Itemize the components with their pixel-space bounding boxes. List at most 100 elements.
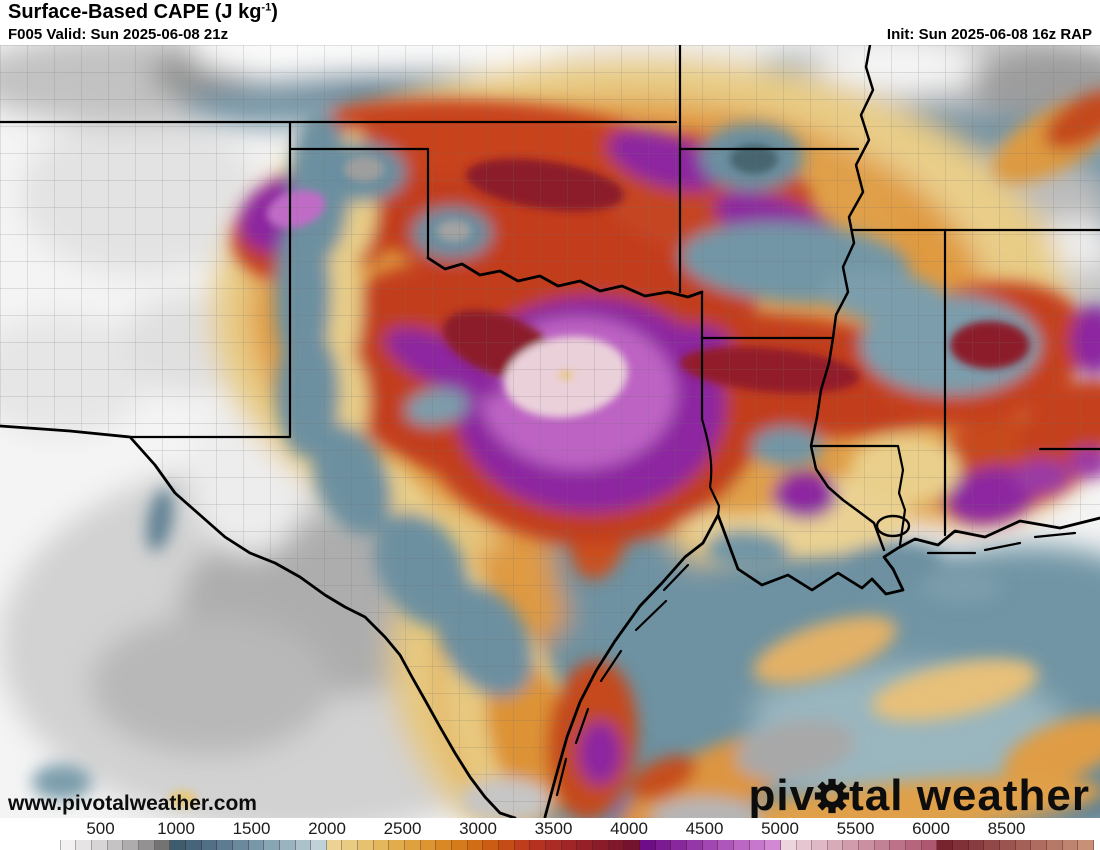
- colorbar-cell: [608, 840, 625, 850]
- colorbar-cell: [264, 840, 280, 850]
- colorbar-cell: [138, 840, 155, 850]
- colorbar-tick-label: 3000: [459, 819, 497, 838]
- colorbar-tick-label: 5500: [836, 819, 875, 838]
- colorbar-cell: [45, 840, 61, 850]
- colorbar-cell: [279, 840, 296, 850]
- colorbar-cell: [530, 840, 546, 850]
- gear-icon: [815, 774, 850, 818]
- colorbar-cell: [780, 840, 797, 850]
- colorbar-cell: [514, 840, 531, 850]
- logo-text-tal-weather: tal weather: [849, 771, 1090, 818]
- colorbar-cell: [874, 840, 891, 850]
- colorbar-cell: [483, 840, 500, 850]
- colorbar-tick-label: 500: [86, 819, 115, 838]
- colorbar-cell: [765, 840, 781, 850]
- rio-grande: [0, 424, 517, 818]
- colorbar-cell: [107, 840, 124, 850]
- colorbar-cell: [921, 840, 938, 850]
- pivotal-weather-logo: piv tal weather: [749, 774, 1090, 818]
- colorbar-tick-label: 1000: [157, 819, 195, 838]
- colorbar-cell: [1062, 840, 1079, 850]
- cape-map: www.pivotalweather.com piv: [0, 45, 1100, 818]
- cape-map-svg: [0, 45, 1100, 818]
- colorbar-cell: [436, 840, 453, 850]
- colorbar-tick-label: 3500: [534, 819, 573, 838]
- colorbar-cell: [827, 840, 844, 850]
- colorbar-cell: [170, 840, 186, 850]
- map-header: Surface-Based CAPE (J kg-1) F005 Valid: …: [0, 0, 1100, 45]
- colorbar-cell: [1078, 840, 1094, 850]
- colorbar-tick-label: 4000: [610, 819, 648, 838]
- colorbar-cell: [123, 840, 139, 850]
- colorbar-cell: [91, 840, 108, 850]
- units-superscript: -1: [261, 1, 272, 14]
- colorbar-cell: [452, 840, 468, 850]
- colorbar-cells: [45, 840, 1094, 850]
- colorbar-cell: [796, 840, 813, 850]
- colorbar-cell: [592, 840, 609, 850]
- colorbar-cell: [953, 840, 969, 850]
- colorbar-cell: [843, 840, 860, 850]
- colorbar-cell: [295, 840, 312, 850]
- colorbar-cell: [577, 840, 593, 850]
- colorbar-cell: [76, 840, 92, 850]
- mississippi-river: [809, 45, 886, 552]
- colorbar-cell: [342, 840, 359, 850]
- state-borders: [0, 45, 1100, 547]
- page-title: Surface-Based CAPE (J kg-1): [8, 1, 278, 23]
- logo-text-piv: piv: [748, 771, 816, 818]
- colorbar-cell: [984, 840, 1001, 850]
- colorbar-cell: [358, 840, 374, 850]
- colorbar-cell: [890, 840, 907, 850]
- colorbar-cell: [702, 840, 719, 850]
- colorbar-cell: [1000, 840, 1016, 850]
- red-river: [426, 256, 704, 299]
- colorbar-cell: [624, 840, 640, 850]
- colorbar-cell: [311, 840, 327, 850]
- colorbar-cell: [326, 840, 343, 850]
- colorbar-cell: [1015, 840, 1032, 850]
- colorbar-cell: [686, 840, 703, 850]
- colorbar-cell: [467, 840, 484, 850]
- rivers: [0, 45, 886, 818]
- init-time-label: Init: Sun 2025-06-08 16z RAP: [886, 26, 1092, 43]
- colorbar-cell: [859, 840, 875, 850]
- colorbar-cell: [248, 840, 265, 850]
- colorbar-tick-label: 5000: [761, 819, 799, 838]
- colorbar-cell: [217, 840, 233, 850]
- colorbar-cell: [185, 840, 202, 850]
- colorbar-cell: [201, 840, 218, 850]
- valid-time-label: F005 Valid: Sun 2025-06-08 21z: [8, 26, 229, 43]
- colorbar-cell: [812, 840, 828, 850]
- watermark-url: www.pivotalweather.com: [8, 792, 257, 815]
- colorbar-cell: [60, 840, 77, 850]
- colorbar-cell: [420, 840, 437, 850]
- colorbar-cell: [937, 840, 954, 850]
- colorbar-ticks: 500 1000 1500 2000 2500 3000 3500 4000 4500 5000 5…: [0, 818, 1100, 838]
- colorbar-cell: [373, 840, 390, 850]
- colorbar-tick-label: 1500: [232, 819, 271, 838]
- colorbar-cell: [749, 840, 766, 850]
- colorbar-cell: [232, 840, 249, 850]
- colorbar-cell: [968, 840, 985, 850]
- colorbar-cell: [906, 840, 922, 850]
- colorbar-tick-label: 2000: [308, 819, 346, 838]
- colorbar-tick-label: 8500: [987, 819, 1026, 838]
- barrier-islands: [555, 531, 1077, 797]
- lake-pontchartrain: [875, 514, 911, 538]
- colorbar-cell: [1047, 840, 1063, 850]
- colorbar-cell: [389, 840, 406, 850]
- colorbar-tick-label: 6000: [912, 819, 950, 838]
- colorbar-tick-label: 2500: [383, 819, 422, 838]
- colorbar-cell: [1031, 840, 1047, 850]
- colorbar-cell: [655, 840, 672, 850]
- colorbar-cell: [561, 840, 578, 850]
- colorbar-cell: [733, 840, 750, 850]
- colorbar: 500 1000 1500 2000 2500 3000 3500 4000 4500 5000 5…: [0, 818, 1100, 850]
- colorbar-cell: [405, 840, 421, 850]
- colorbar-cell: [718, 840, 734, 850]
- colorbar-cell: [639, 840, 656, 850]
- coastline: [543, 513, 1100, 818]
- colorbar-cell: [499, 840, 515, 850]
